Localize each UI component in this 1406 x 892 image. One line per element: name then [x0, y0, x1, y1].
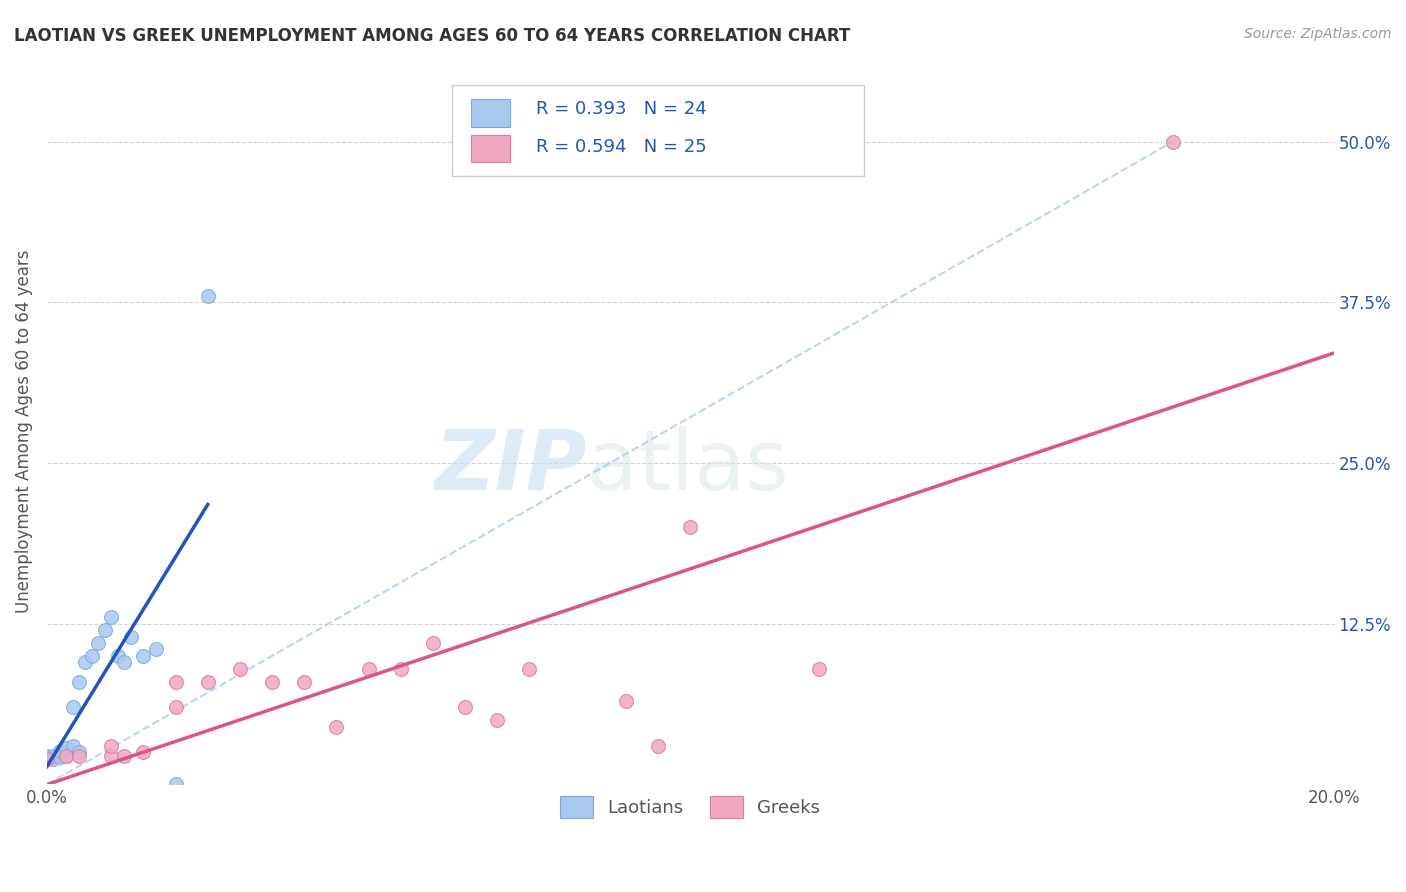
Legend: Laotians, Greeks: Laotians, Greeks: [553, 789, 828, 825]
Point: [67, 749, 90, 764]
Text: Source: ZipAtlas.com: Source: ZipAtlas.com: [1244, 27, 1392, 41]
Point: [357, 662, 380, 676]
Point: [197, 674, 219, 689]
Point: [292, 674, 315, 689]
Point: [325, 720, 347, 734]
Point: [100, 739, 122, 753]
Point: [132, 745, 155, 759]
Point: [107, 648, 129, 663]
Point: [145, 642, 167, 657]
Y-axis label: Unemployment Among Ages 60 to 64 years: Unemployment Among Ages 60 to 64 years: [15, 249, 32, 613]
Point: [49, 744, 72, 758]
Point: [42, 752, 65, 766]
Point: [49, 750, 72, 764]
Text: R = 0.594   N = 25: R = 0.594 N = 25: [536, 137, 707, 156]
Point: [614, 694, 637, 708]
FancyBboxPatch shape: [471, 99, 510, 127]
Point: [42, 749, 65, 764]
Point: [100, 610, 122, 624]
Point: [165, 674, 187, 689]
Point: [62, 739, 84, 753]
Point: [647, 739, 669, 753]
Point: [389, 662, 412, 676]
Point: [112, 749, 135, 764]
Point: [94, 623, 117, 637]
Point: [486, 713, 509, 727]
Point: [454, 700, 477, 714]
Point: [35, 749, 58, 764]
Point: [100, 749, 122, 764]
Text: LAOTIAN VS GREEK UNEMPLOYMENT AMONG AGES 60 TO 64 YEARS CORRELATION CHART: LAOTIAN VS GREEK UNEMPLOYMENT AMONG AGES…: [14, 27, 851, 45]
Point: [1161, 135, 1184, 149]
Point: [87, 636, 110, 650]
Text: R = 0.393   N = 24: R = 0.393 N = 24: [536, 100, 707, 119]
Point: [165, 700, 187, 714]
FancyBboxPatch shape: [453, 85, 863, 177]
Point: [67, 745, 90, 759]
Point: [519, 662, 541, 676]
Point: [80, 648, 103, 663]
Point: [55, 749, 77, 764]
Point: [75, 656, 97, 670]
Point: [260, 674, 283, 689]
Point: [679, 520, 702, 534]
Point: [132, 648, 155, 663]
Point: [67, 674, 90, 689]
Point: [807, 662, 830, 676]
Point: [197, 289, 219, 303]
Text: atlas: atlas: [588, 425, 789, 507]
Point: [112, 656, 135, 670]
Text: ZIP: ZIP: [434, 425, 588, 507]
Point: [422, 636, 444, 650]
Point: [229, 662, 252, 676]
Point: [35, 752, 58, 766]
Point: [62, 700, 84, 714]
Point: [35, 752, 58, 766]
FancyBboxPatch shape: [471, 135, 510, 162]
Point: [55, 749, 77, 764]
Point: [165, 777, 187, 791]
Point: [55, 741, 77, 756]
Point: [120, 630, 142, 644]
